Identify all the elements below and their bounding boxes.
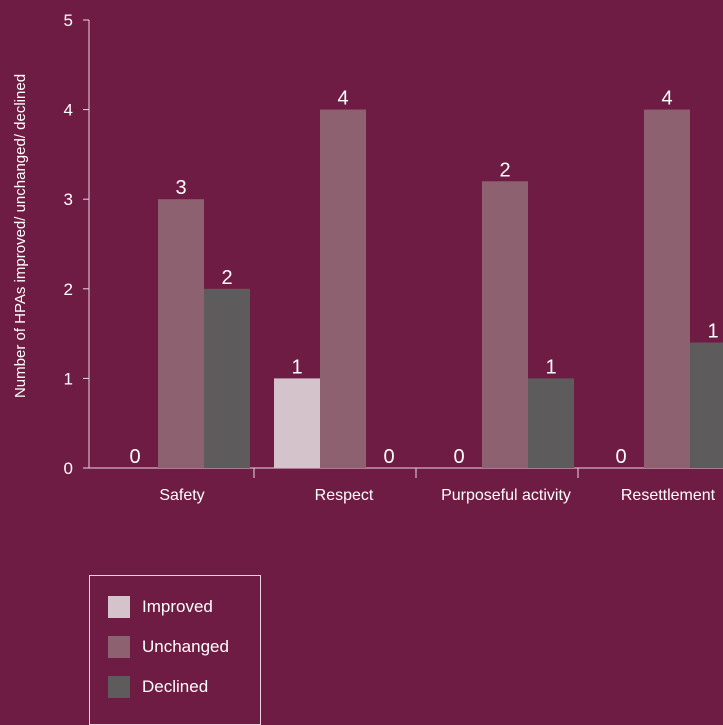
data-label-unchanged: 4 [337,88,348,110]
data-label-improved: 0 [453,446,464,468]
y-tick-label: 2 [64,280,73,299]
legend: Improved Unchanged Declined [89,575,261,725]
legend-swatch-declined [108,676,130,698]
data-label-declined: 0 [383,446,394,468]
data-label-improved: 0 [615,446,626,468]
legend-swatch-unchanged [108,636,130,658]
legend-item-unchanged: Unchanged [108,636,229,658]
bar-unchanged [482,181,528,468]
data-label-declined: 1 [707,321,718,343]
bar-declined [204,288,250,468]
bar-improved [274,378,320,468]
bar-unchanged [320,109,366,468]
y-tick-label: 1 [64,369,73,388]
data-label-unchanged: 2 [499,159,510,181]
data-label-improved: 1 [291,356,302,378]
data-label-declined: 2 [221,267,232,289]
y-tick-label: 4 [64,101,73,120]
x-category-label: Resettlement [621,487,716,504]
x-category-label: Safety [159,487,204,504]
legend-label-unchanged: Unchanged [142,637,229,656]
bar-declined [690,342,723,468]
legend-item-declined: Declined [108,676,208,698]
legend-swatch-improved [108,596,130,618]
legend-label-improved: Improved [142,597,213,616]
x-category-label: Purposeful activity [441,487,571,504]
data-label-declined: 1 [545,356,556,378]
bar-unchanged [644,109,690,468]
y-axis-label: Number of HPAs improved/ unchanged/ decl… [12,74,29,398]
data-label-improved: 0 [129,446,140,468]
x-category-label: Respect [315,487,374,504]
legend-item-improved: Improved [108,596,213,618]
y-tick-label: 3 [64,190,73,209]
data-label-unchanged: 3 [175,177,186,199]
bar-declined [528,378,574,468]
y-tick-label: 0 [64,459,73,478]
bar-unchanged [158,199,204,468]
y-tick-label: 5 [64,11,73,30]
data-label-unchanged: 4 [661,88,672,110]
legend-label-declined: Declined [142,677,209,696]
